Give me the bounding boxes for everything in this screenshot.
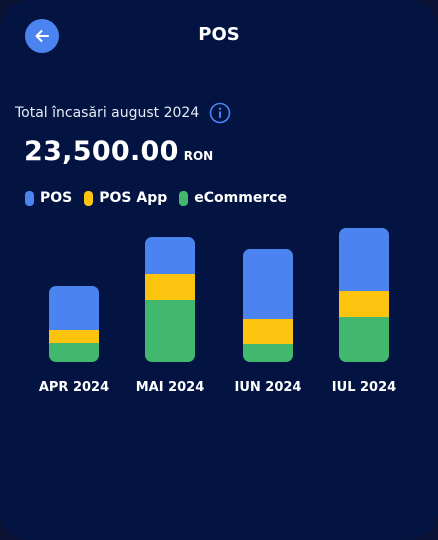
bar-segment-pos-apr-2024	[49, 286, 99, 330]
legend-swatch-ecommerce	[179, 190, 189, 206]
bar-segment-pos-mai-2024	[145, 237, 195, 274]
legend-label-pos: POS	[40, 190, 73, 206]
x-tick-label-iul-2024: IUL 2024	[332, 380, 396, 395]
bar-segment-pos-app-mai-2024	[145, 274, 195, 300]
currency-label: RON	[183, 149, 214, 163]
arrow-left-icon	[35, 30, 49, 42]
total-row: Total încasări august 2024	[15, 102, 231, 124]
bar-segment-ecommerce-apr-2024	[49, 343, 99, 362]
bar-apr-2024[interactable]	[49, 286, 99, 362]
total-amount: 23,500.00 RON	[24, 136, 213, 167]
bar-segment-ecommerce-iun-2024	[243, 344, 293, 362]
chart-legend: POS POS App eCommerce	[25, 190, 299, 206]
x-tick-label-mai-2024: MAI 2024	[136, 380, 205, 395]
bar-segment-pos-iul-2024	[339, 228, 389, 291]
bar-segment-pos-app-iun-2024	[243, 319, 293, 344]
legend-swatch-pos-app	[84, 190, 94, 206]
bar-segment-ecommerce-mai-2024	[145, 300, 195, 362]
bar-segment-pos-app-apr-2024	[49, 330, 99, 343]
legend-label-pos-app: POS App	[99, 190, 168, 206]
legend-item-ecommerce: eCommerce	[179, 190, 287, 206]
total-label: Total încasări august 2024	[15, 105, 200, 121]
legend-item-pos-app: POS App	[84, 190, 167, 206]
bar-segment-pos-iun-2024	[243, 249, 293, 319]
bar-mai-2024[interactable]	[145, 237, 195, 362]
amount-value: 23,500.00	[24, 136, 179, 167]
x-tick-label-apr-2024: APR 2024	[39, 380, 109, 395]
x-tick-label-iun-2024: IUN 2024	[235, 380, 302, 395]
bar-segment-pos-app-iul-2024	[339, 291, 389, 317]
info-icon[interactable]	[209, 102, 231, 124]
bar-segment-ecommerce-iul-2024	[339, 317, 389, 362]
page-title: POS	[198, 24, 240, 45]
back-button[interactable]	[25, 19, 59, 53]
legend-label-ecommerce: eCommerce	[194, 190, 288, 206]
bar-iul-2024[interactable]	[339, 228, 389, 362]
legend-item-pos: POS	[25, 190, 72, 206]
bar-iun-2024[interactable]	[243, 249, 293, 362]
legend-swatch-pos	[25, 190, 34, 206]
